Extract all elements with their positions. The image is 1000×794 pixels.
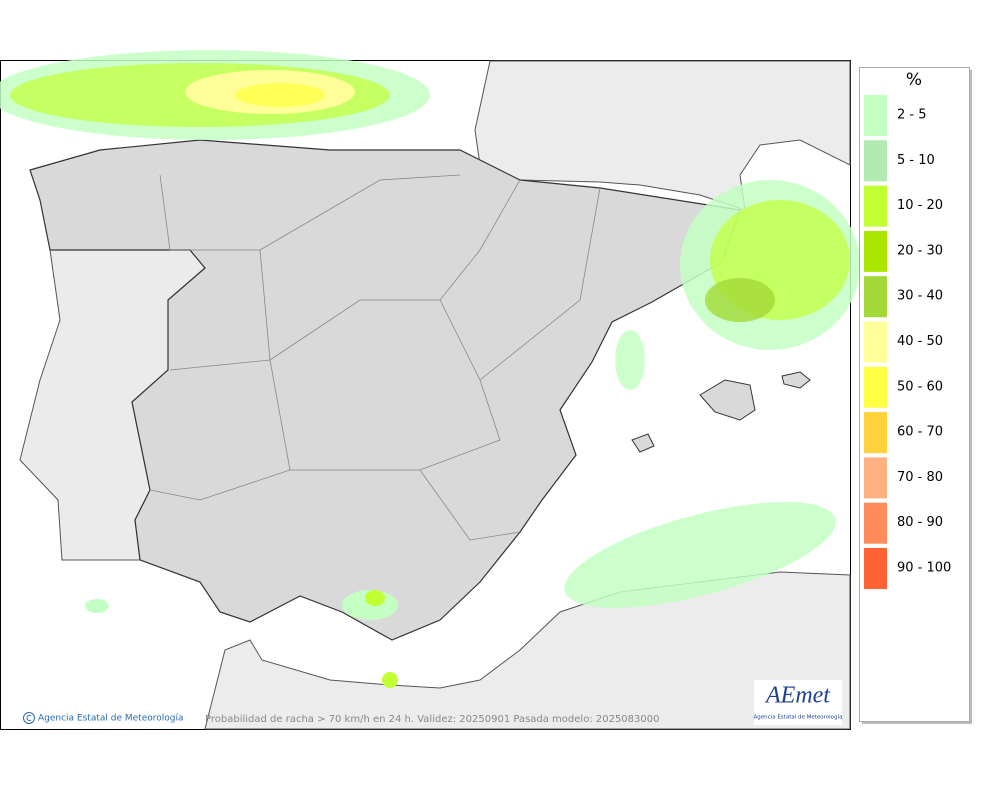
logo-subtitle: Agencia Estatal de Meteorología [754, 714, 843, 721]
mallorca [699, 379, 756, 421]
legend-label: 5 - 10 [897, 153, 935, 168]
menorca [781, 371, 811, 389]
credit: Agencia Estatal de Meteorología [38, 714, 184, 724]
legend-swatch [864, 140, 887, 182]
spain [29, 139, 741, 641]
legend-label: 2 - 5 [897, 108, 927, 123]
ibiza [631, 433, 655, 453]
legend-label: 70 - 80 [897, 470, 943, 485]
legend-label: 90 - 100 [897, 561, 951, 576]
caption: Probabilidad de racha > 70 km/h en 24 h.… [205, 714, 659, 725]
legend-label: 20 - 30 [897, 243, 943, 258]
legend-label: 40 - 50 [897, 334, 943, 349]
legend-title: % [906, 70, 922, 90]
legend-swatch [864, 321, 887, 363]
africa [204, 571, 851, 730]
legend-swatch [864, 548, 887, 589]
legend-swatch [864, 230, 887, 272]
legend-label: 80 - 90 [897, 515, 943, 530]
legend-swatch [864, 457, 887, 499]
legend-swatch [864, 185, 887, 227]
regions [149, 174, 601, 541]
legend-swatch [864, 502, 887, 544]
map [0, 50, 860, 730]
copyright-icon [23, 712, 35, 724]
logo: AEmet [764, 683, 831, 709]
legend-label: 10 - 20 [897, 198, 943, 213]
probability-areas [0, 50, 860, 688]
legend-label: 30 - 40 [897, 289, 943, 304]
legend-label: 50 - 60 [897, 379, 943, 394]
logo-box [754, 680, 842, 725]
legend-swatch [864, 412, 887, 454]
legend-swatch [864, 366, 887, 408]
legend-swatch [864, 95, 887, 136]
legend-swatch [864, 276, 887, 318]
legend-label: 60 - 70 [897, 425, 943, 440]
